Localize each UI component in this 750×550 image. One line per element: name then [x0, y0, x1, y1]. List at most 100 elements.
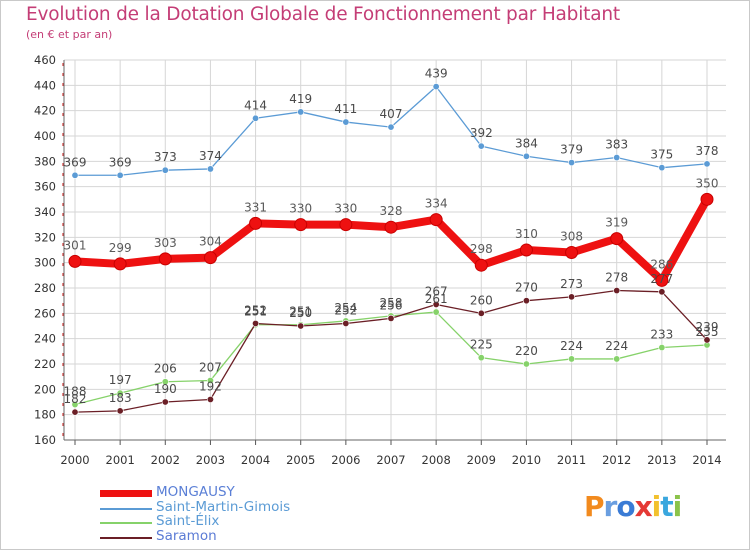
x-tick-label: 2007: [376, 453, 405, 467]
data-label: 260: [470, 293, 493, 307]
data-point: [161, 398, 169, 406]
y-tick-label: 420: [34, 104, 56, 118]
y-tick-label: 360: [34, 180, 56, 194]
data-label: 252: [244, 303, 267, 317]
data-point: [342, 118, 350, 126]
data-label: 303: [154, 236, 177, 250]
data-label: 267: [425, 284, 448, 298]
data-point: [700, 192, 714, 206]
data-point: [568, 159, 576, 167]
data-label: 192: [199, 379, 222, 393]
data-point: [339, 218, 353, 232]
data-point: [613, 355, 621, 363]
data-point: [432, 308, 440, 316]
data-point: [71, 408, 79, 416]
data-label: 414: [244, 98, 267, 112]
data-point: [474, 258, 488, 272]
data-label: 304: [199, 235, 222, 249]
data-label: 439: [425, 67, 448, 81]
legend-label: Saint-Élix: [156, 513, 220, 529]
y-tick-label: 460: [34, 53, 56, 67]
data-point: [522, 360, 530, 368]
data-point: [565, 246, 579, 260]
x-tick-label: 2003: [196, 453, 225, 467]
data-label: 378: [696, 144, 719, 158]
x-tick-label: 2006: [331, 453, 360, 467]
data-point: [522, 152, 530, 160]
data-label: 375: [650, 148, 673, 162]
data-point: [429, 213, 443, 227]
data-point: [384, 220, 398, 234]
data-point: [116, 407, 124, 415]
y-tick-label: 200: [34, 382, 56, 396]
data-label: 411: [334, 102, 357, 116]
data-label: 261: [425, 292, 448, 306]
x-tick-label: 2005: [286, 453, 315, 467]
y-tick-label: 300: [34, 256, 56, 270]
data-point: [703, 160, 711, 168]
data-label: 182: [64, 392, 87, 406]
data-point: [613, 287, 621, 295]
y-tick-label: 220: [34, 357, 56, 371]
data-point: [206, 165, 214, 173]
y-tick-label: 320: [34, 230, 56, 244]
data-point: [703, 336, 711, 344]
data-label: 369: [109, 155, 132, 169]
logo-letter: t: [660, 490, 673, 523]
y-tick-label: 280: [34, 281, 56, 295]
logo-letter: x: [634, 490, 653, 523]
y-tick-label: 380: [34, 154, 56, 168]
data-label: 251: [289, 305, 312, 319]
logo-letter: i: [672, 490, 683, 523]
data-point: [610, 232, 624, 246]
data-point: [294, 218, 308, 232]
data-point: [568, 355, 576, 363]
data-point: [613, 154, 621, 162]
x-tick-label: 2013: [647, 453, 676, 467]
data-label: 206: [154, 362, 177, 376]
data-point: [161, 378, 169, 386]
data-label: 225: [470, 338, 493, 352]
data-label: 369: [64, 155, 87, 169]
chart-title: Evolution de la Dotation Globale de Fonc…: [26, 4, 620, 25]
data-label: 190: [154, 382, 177, 396]
data-point: [477, 354, 485, 362]
data-point: [71, 171, 79, 179]
data-label: 278: [605, 271, 628, 285]
data-point: [116, 171, 124, 179]
data-label: 224: [560, 339, 583, 353]
y-tick-label: 440: [34, 78, 56, 92]
data-label: 220: [515, 344, 538, 358]
data-point: [297, 322, 305, 330]
data-point: [477, 309, 485, 317]
y-tick-label: 180: [34, 408, 56, 422]
data-point: [658, 344, 666, 352]
data-label: 235: [696, 325, 719, 339]
legend-swatch: [100, 536, 152, 539]
data-label: 299: [109, 241, 132, 255]
data-label: 334: [425, 197, 448, 211]
data-point: [519, 243, 533, 257]
data-point: [658, 288, 666, 296]
x-tick-label: 2004: [241, 453, 270, 467]
x-tick-label: 2014: [692, 453, 721, 467]
data-label: 251: [244, 305, 267, 319]
y-tick-label: 260: [34, 306, 56, 320]
data-label: 286: [650, 257, 673, 271]
data-label: 373: [154, 150, 177, 164]
data-label: 301: [64, 238, 87, 252]
data-label: 239: [696, 320, 719, 334]
data-point: [477, 142, 485, 150]
logo-letter: o: [616, 490, 635, 523]
data-point: [252, 319, 260, 327]
data-point: [158, 252, 172, 266]
x-tick-label: 2009: [467, 453, 496, 467]
x-tick-label: 2011: [557, 453, 586, 467]
data-label: 250: [289, 306, 312, 320]
data-label: 374: [199, 149, 222, 163]
y-tick-label: 340: [34, 205, 56, 219]
data-label: 256: [380, 298, 403, 312]
legend-swatch: [100, 522, 152, 524]
data-point: [655, 273, 669, 287]
